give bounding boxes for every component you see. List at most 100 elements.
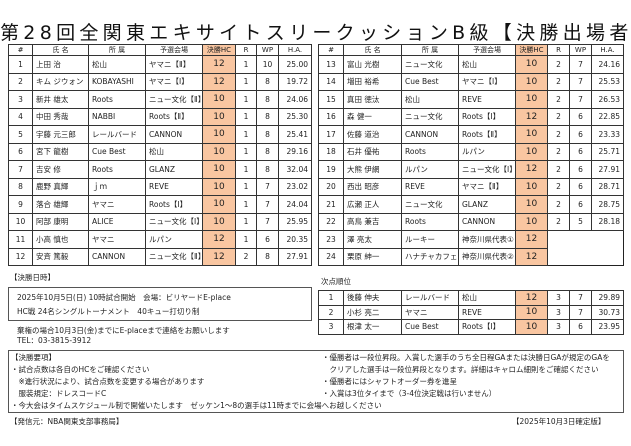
cell-wp: 6 bbox=[569, 195, 592, 214]
rules-left-line: 【決勝要項】 bbox=[11, 353, 56, 362]
table-row: 19 大熊 伊網 ルパン ニュー文化【Ⅰ】 12 2 6 27.91 bbox=[318, 160, 624, 179]
table-row: 5 宇藤 元三郎 レールバード CANNON 10 1 8 25.41 bbox=[8, 125, 312, 144]
cell-wp: 7 bbox=[569, 72, 592, 91]
table-row: 21 広瀬 正人 ニュー文化 GLANZ 10 2 6 28.75 bbox=[318, 195, 624, 214]
cell-wp: 8 bbox=[256, 125, 279, 144]
cell-ha: 32.04 bbox=[278, 160, 312, 179]
rules-right-line: クリアした選手は一段位昇段となります。詳細はキャロム細則をご確認ください bbox=[322, 365, 599, 374]
schedule-label: 【決勝日時】 bbox=[10, 273, 55, 282]
cell-name: 新井 雄太 bbox=[32, 90, 89, 109]
rules-left-line: ・試合点数は各自のHCをご確認ください bbox=[11, 365, 150, 374]
cell-affiliation: ヤマニ bbox=[401, 304, 459, 320]
cell-final-hc: 10 bbox=[202, 125, 236, 144]
cell-name: 安斉 篤毅 bbox=[32, 247, 89, 266]
cell-name: 吉安 修 bbox=[32, 160, 89, 179]
cell-venue: 松山 bbox=[145, 142, 203, 161]
cell-wp: 7 bbox=[256, 177, 279, 196]
cell-affiliation: Cue Best bbox=[401, 72, 459, 91]
cell-affiliation: REVE bbox=[401, 177, 459, 196]
cell-round: 1 bbox=[235, 177, 257, 196]
table-row: 13 富山 光樹 ニュー文化 松山 10 2 7 24.16 bbox=[318, 55, 624, 74]
schedule-line-1: 2025年10月5日(日) 10時試合開始 会場：ビリヤードE-place bbox=[17, 293, 231, 302]
cell-round: 2 bbox=[547, 142, 570, 161]
table-row: 18 石井 優祐 Roots ルパン 10 2 6 25.71 bbox=[318, 142, 624, 161]
cell-affiliation: CANNON bbox=[401, 125, 459, 144]
cell-number: 14 bbox=[318, 72, 344, 91]
cell-final-hc: 10 bbox=[515, 55, 548, 74]
cell-number: 21 bbox=[318, 195, 344, 214]
table-row: 8 鹿野 真輝 ｊｍ REVE 10 1 7 23.02 bbox=[8, 177, 312, 196]
cell-ha: 24.04 bbox=[278, 195, 312, 214]
table-row: 2 小杉 亮二 ヤマニ REVE 10 3 7 30.73 bbox=[318, 304, 624, 320]
cell-name: 石井 優祐 bbox=[343, 142, 402, 161]
cell-round: 2 bbox=[547, 107, 570, 126]
cell-venue: 神奈川県代表① bbox=[458, 230, 516, 249]
cell-wp: 8 bbox=[256, 247, 279, 266]
header-round: R bbox=[235, 44, 257, 56]
cell-affiliation: ハナチャカフェ bbox=[401, 247, 459, 266]
cell-venue: ニュー文化【Ⅱ】 bbox=[145, 90, 203, 109]
cell-venue: ニュー文化【Ⅱ】 bbox=[145, 247, 203, 266]
cell-venue: 松山 bbox=[458, 55, 516, 74]
cell-ha: 26.53 bbox=[591, 90, 624, 109]
cell-round: 2 bbox=[547, 90, 570, 109]
header-name: 氏 名 bbox=[32, 44, 89, 56]
cell-name: 真田 徳汰 bbox=[343, 90, 402, 109]
cell-wp: 6 bbox=[569, 107, 592, 126]
cell-wp: 8 bbox=[256, 160, 279, 179]
cell-venue: Roots【Ⅱ】 bbox=[458, 125, 516, 144]
cell-round: 1 bbox=[235, 195, 257, 214]
cell-venue: ヤマニ【Ⅱ】 bbox=[458, 177, 516, 196]
header-name: 氏 名 bbox=[343, 44, 402, 56]
cell-name: 栗原 紳一 bbox=[343, 247, 402, 266]
cell-number: 2 bbox=[318, 304, 344, 320]
cell-ha: 25.30 bbox=[278, 107, 312, 126]
cell-ha: 20.35 bbox=[278, 230, 312, 249]
cell-round: 1 bbox=[235, 125, 257, 144]
cell-affiliation: NABBI bbox=[88, 107, 146, 126]
cell-venue: 松山 bbox=[458, 290, 516, 306]
cell-wp: 10 bbox=[256, 55, 279, 74]
cell-number: 5 bbox=[8, 125, 33, 144]
cell-final-hc: 12 bbox=[515, 230, 548, 249]
cell-name: 鹿野 真輝 bbox=[32, 177, 89, 196]
cell-affiliation: 松山 bbox=[401, 90, 459, 109]
table-row: 20 西出 昭彦 REVE ヤマニ【Ⅱ】 10 2 6 28.71 bbox=[318, 177, 624, 196]
cell-affiliation: ニュー文化 bbox=[401, 107, 459, 126]
cell-number: 6 bbox=[8, 142, 33, 161]
cell-affiliation: Roots bbox=[88, 90, 146, 109]
cell-affiliation: ルーキー bbox=[401, 230, 459, 249]
cell-final-hc: 10 bbox=[515, 319, 548, 335]
table-row: 12 安斉 篤毅 CANNON ニュー文化【Ⅱ】 12 2 8 27.91 bbox=[8, 247, 312, 266]
cell-name: キム ジウォン bbox=[32, 72, 89, 91]
empty-cell bbox=[547, 230, 624, 248]
cell-round: 2 bbox=[547, 195, 570, 214]
cell-wp: 7 bbox=[569, 304, 592, 320]
cell-final-hc: 10 bbox=[515, 195, 548, 214]
rules-left-line: ※進行状況により、試合点数を変更する場合があります bbox=[11, 377, 205, 386]
cell-number: 16 bbox=[318, 107, 344, 126]
cell-final-hc: 12 bbox=[202, 230, 236, 249]
cell-wp: 6 bbox=[569, 160, 592, 179]
cell-venue: Roots【Ⅱ】 bbox=[145, 107, 203, 126]
table-row: 7 吉安 修 Roots GLANZ 10 1 8 32.04 bbox=[8, 160, 312, 179]
cell-name: 小高 慎也 bbox=[32, 230, 89, 249]
cell-name: 大熊 伊網 bbox=[343, 160, 402, 179]
cell-round: 1 bbox=[235, 90, 257, 109]
cell-number: 20 bbox=[318, 177, 344, 196]
header-number: # bbox=[318, 44, 344, 56]
table-row: 10 阿部 康明 ALICE ニュー文化【Ⅰ】 10 1 7 25.95 bbox=[8, 212, 312, 231]
cell-ha: 23.95 bbox=[591, 319, 624, 335]
cell-ha: 29.89 bbox=[591, 290, 624, 306]
cell-number: 13 bbox=[318, 55, 344, 74]
cell-name: 中田 秀哉 bbox=[32, 107, 89, 126]
cell-venue: 神奈川県代表② bbox=[458, 247, 516, 266]
table-row: 1 後藤 伸夫 レールバード 松山 12 3 7 29.89 bbox=[318, 290, 624, 306]
cell-affiliation: Cue Best bbox=[401, 319, 459, 335]
cell-final-hc: 10 bbox=[202, 212, 236, 231]
cell-wp: 8 bbox=[256, 142, 279, 161]
table-row: 15 真田 徳汰 松山 REVE 10 2 7 26.53 bbox=[318, 90, 624, 109]
cell-ha: 23.02 bbox=[278, 177, 312, 196]
cell-affiliation: レールバード bbox=[401, 290, 459, 306]
cell-venue: ニュー文化【Ⅰ】 bbox=[145, 212, 203, 231]
